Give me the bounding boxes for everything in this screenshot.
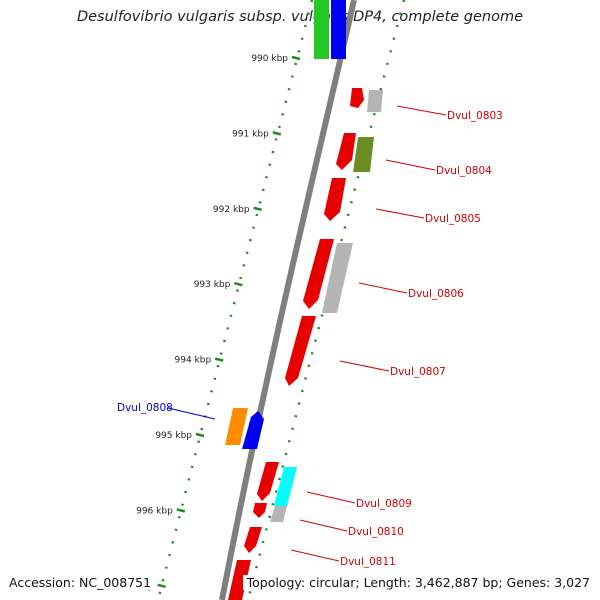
gene-cyan-0809 (274, 467, 297, 506)
leader-0811 (290, 549, 340, 562)
tick-label-996: 996 kbp (136, 506, 173, 516)
tick-mark-993 (234, 281, 243, 287)
tick-label-991: 991 kbp (232, 129, 269, 139)
map-title: Desulfovibrio vulgaris subsp. vulgaris D… (76, 9, 524, 25)
leader-0803 (396, 105, 447, 116)
gene-olive-0804 (353, 137, 374, 172)
accession-info: Accession: NC_008751 (9, 575, 154, 590)
tick-mark-996 (176, 508, 186, 513)
gene-labels: Dvul_0803 Dvul_0804 Dvul_0805 Dvul_0806 … (117, 110, 503, 568)
tick-mark-992 (253, 206, 262, 212)
tick-mark-997 (157, 583, 166, 589)
gene-label-0810[interactable]: Dvul_0810 (348, 526, 404, 538)
tick-mark-991 (272, 131, 282, 136)
gene-red-bottom (228, 560, 251, 600)
ticks-layer: 990 kbp 991 kbp 992 kbp 993 kbp 994 kbp 995 k… (117, 54, 301, 592)
gene-green-top (314, 0, 329, 59)
gene-grey-0803 (367, 90, 383, 112)
leader-0804 (385, 159, 436, 171)
leader-0807 (339, 360, 390, 372)
leader-0808 (167, 407, 216, 420)
gene-blue-top (331, 0, 346, 59)
gene-red-0804 (336, 133, 356, 170)
gene-red-0803 (350, 88, 364, 108)
tick-label-992: 992 kbp (213, 205, 250, 215)
gene-grey-0806 (322, 243, 353, 313)
leader-0806 (358, 282, 408, 294)
tick-label-995: 995 kbp (155, 431, 192, 441)
gene-label-0806[interactable]: Dvul_0806 (408, 288, 464, 300)
tick-mark-995 (195, 432, 205, 438)
gene-label-0808[interactable]: Dvul_0808 (117, 402, 173, 414)
gene-label-0809[interactable]: Dvul_0809 (356, 498, 412, 510)
leader-0809 (306, 491, 356, 504)
leader-0805 (375, 208, 425, 219)
gene-features (225, 0, 383, 600)
tick-label-993: 993 kbp (194, 280, 231, 290)
gene-label-0811[interactable]: Dvul_0811 (340, 556, 396, 568)
tick-label-994: 994 kbp (175, 356, 212, 366)
gene-label-0803[interactable]: Dvul_0803 (447, 110, 503, 122)
gene-orange-0808 (225, 408, 248, 445)
gene-red-0811 (244, 527, 262, 553)
tick-mark-990 (291, 55, 301, 61)
gene-red-0807 (285, 316, 316, 386)
gene-red-small-0810 (253, 503, 267, 518)
gene-grey-0810 (270, 506, 287, 522)
gene-label-0807[interactable]: Dvul_0807 (390, 366, 446, 378)
topology-info: Topology: circular; Length: 3,462,887 bp… (242, 575, 590, 590)
gene-red-0806 (303, 239, 334, 309)
gene-red-0809 (257, 462, 279, 501)
gene-label-0805[interactable]: Dvul_0805 (425, 213, 481, 225)
genome-backbone (219, 0, 357, 600)
gene-blue-0808 (242, 411, 264, 449)
tick-label-990: 990 kbp (251, 54, 288, 64)
gene-red-0805 (324, 178, 346, 221)
gene-label-0804[interactable]: Dvul_0804 (436, 165, 492, 177)
leader-0810 (299, 519, 348, 532)
tick-mark-994 (214, 357, 224, 362)
gene-leader-lines (167, 105, 447, 562)
